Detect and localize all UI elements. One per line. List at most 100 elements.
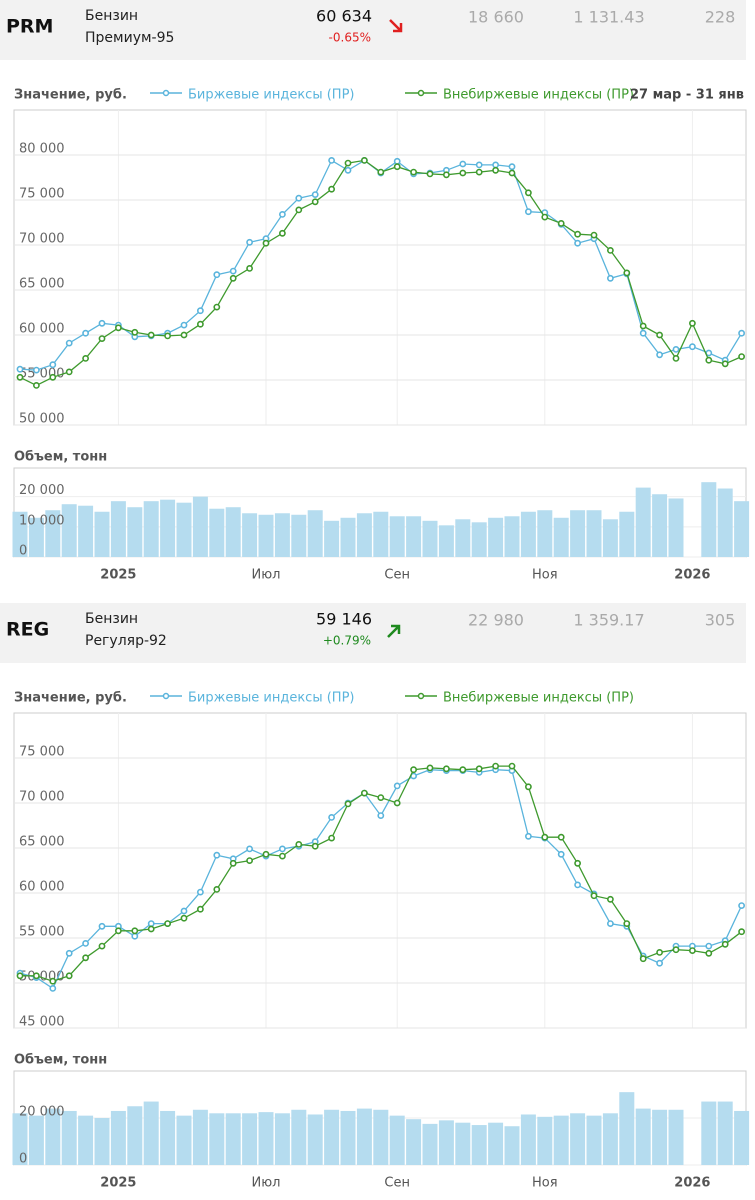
product-name: Бензин <box>85 611 138 627</box>
data-point <box>475 168 483 176</box>
trend-arrow <box>389 19 403 33</box>
data-point <box>16 972 24 980</box>
data-point <box>196 888 204 896</box>
y-tick-label: 70 000 <box>19 232 65 247</box>
data-point <box>147 925 155 933</box>
data-point <box>82 940 89 947</box>
bar <box>389 516 405 557</box>
data-point <box>98 319 106 327</box>
data-point <box>672 354 680 362</box>
bar <box>520 1114 536 1165</box>
legend-marker <box>417 89 425 97</box>
data-point <box>33 366 40 374</box>
price: 59 146 <box>316 610 372 629</box>
data-point <box>213 303 221 311</box>
bar <box>127 507 143 557</box>
data-point <box>98 942 106 950</box>
data-point <box>360 156 368 164</box>
bar <box>602 519 618 557</box>
data-point <box>639 322 647 330</box>
data-point <box>689 319 696 327</box>
data-point <box>393 163 401 171</box>
y-axis-label: Объем, тонн <box>14 450 107 465</box>
price-change: +0.79% <box>323 634 371 648</box>
data-point <box>492 166 499 174</box>
bar <box>701 1101 717 1165</box>
ticker: REG <box>6 619 49 641</box>
x-tick-label: Сен <box>384 568 410 583</box>
data-point <box>33 381 40 389</box>
data-point <box>721 360 729 368</box>
bar <box>619 1092 635 1165</box>
bar <box>586 510 602 557</box>
bar <box>110 1110 126 1165</box>
bar <box>422 1123 438 1165</box>
data-point <box>656 351 663 359</box>
data-point <box>246 238 253 246</box>
data-point <box>311 198 319 206</box>
data-point <box>607 920 614 927</box>
bar <box>78 505 94 557</box>
bar <box>94 1118 110 1165</box>
data-point <box>525 189 532 197</box>
data-point <box>492 762 499 770</box>
price: 60 634 <box>316 7 372 26</box>
bar <box>455 1122 471 1165</box>
data-point <box>590 231 598 239</box>
data-point <box>33 972 40 980</box>
bar <box>652 494 668 557</box>
bar <box>192 496 208 557</box>
data-point <box>360 789 368 797</box>
data-point <box>196 905 204 913</box>
bar <box>127 1106 143 1165</box>
bar <box>176 1115 192 1165</box>
bar <box>488 1122 504 1165</box>
data-point <box>82 329 89 337</box>
data-point <box>147 331 155 339</box>
data-point <box>607 274 614 282</box>
data-point <box>492 161 499 169</box>
bar <box>553 517 569 557</box>
data-point <box>459 160 467 168</box>
data-point <box>229 274 237 282</box>
series-line <box>19 159 742 387</box>
bar <box>553 1115 569 1165</box>
bar <box>192 1109 208 1165</box>
data-point <box>607 895 614 903</box>
bar <box>734 1110 750 1165</box>
header-bg <box>0 0 746 60</box>
data-point <box>656 949 663 956</box>
data-point <box>131 932 139 940</box>
data-point <box>65 972 73 980</box>
bar <box>307 510 323 557</box>
bar <box>455 519 471 557</box>
data-point <box>65 368 73 376</box>
data-point <box>623 920 631 927</box>
data-point <box>525 832 532 840</box>
data-point <box>115 927 122 935</box>
data-point <box>639 329 647 337</box>
bar <box>209 508 225 557</box>
data-point <box>410 766 417 774</box>
bar <box>143 501 159 557</box>
data-point <box>508 762 516 770</box>
data-point <box>328 185 335 193</box>
bar <box>504 516 520 557</box>
data-point <box>65 339 73 347</box>
data-point <box>213 851 221 859</box>
data-point <box>475 765 483 773</box>
legend-marker <box>162 89 170 97</box>
bar <box>356 513 372 557</box>
data-point <box>426 764 434 772</box>
data-point <box>557 833 565 841</box>
bar <box>209 1113 225 1165</box>
bar <box>340 517 356 557</box>
data-point <box>180 321 188 329</box>
bar <box>602 1113 618 1165</box>
bar <box>537 510 553 557</box>
data-point <box>377 168 385 176</box>
bar <box>406 516 422 557</box>
data-point <box>639 955 647 963</box>
